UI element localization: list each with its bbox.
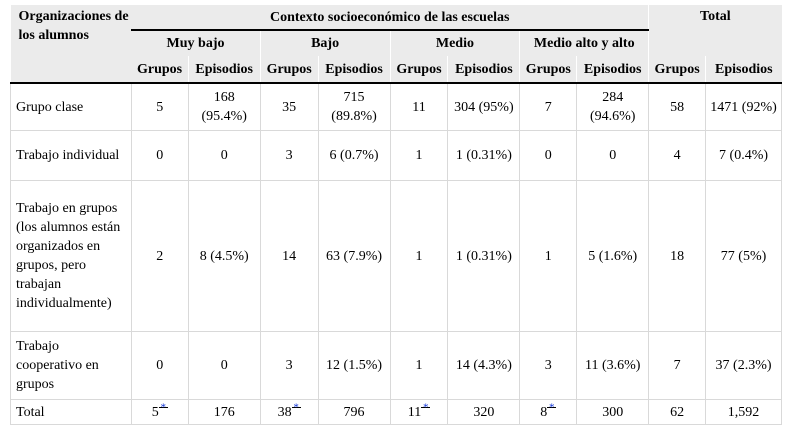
footnote-marker[interactable]: * [421, 401, 431, 412]
episodes-cell: 0 [187, 130, 261, 181]
org-header-spacer [10, 56, 132, 84]
episodes-cell: 1,592 [705, 399, 782, 425]
groups-header: Grupos [390, 56, 449, 84]
groups-cell: 8 * [519, 399, 578, 425]
episodes-cell: 77 (5%) [705, 180, 782, 332]
groups-cell: 0 [519, 130, 578, 181]
context-header: Contexto socioeconómico de las escuelas [131, 5, 650, 31]
episodes-cell: 176 [187, 399, 261, 425]
groups-cell: 0 [130, 130, 189, 181]
org-header-label: Organizaciones de los alumnos [18, 9, 129, 43]
level-header: Bajo [260, 30, 391, 56]
groups-cell: 11 * [389, 399, 449, 425]
groups-cell: 18 [648, 180, 707, 332]
row-label: Trabajo individual [10, 130, 132, 181]
episodes-cell: 0 [576, 130, 650, 181]
groups-header: Grupos [260, 56, 319, 84]
data-table: Organizaciones de los alumnos Contexto s… [10, 5, 782, 425]
groups-cell: 1 [519, 180, 578, 332]
groups-value: 38 [277, 404, 292, 420]
level-header: Medio alto y alto [519, 30, 650, 56]
episodes-cell: 5 (1.6%) [576, 180, 650, 332]
groups-cell: 7 [519, 82, 578, 131]
episodes-header: Episodios [705, 56, 782, 84]
table-row: Trabajo en grupos (los alumnos están org… [10, 180, 782, 332]
row-label: Total [10, 399, 132, 425]
groups-header: Grupos [519, 56, 578, 84]
groups-cell: 4 [648, 130, 707, 181]
footnote-star[interactable]: * [549, 400, 555, 413]
row-label: Trabajo cooperativo en grupos [10, 331, 132, 400]
groups-cell: 38 * [259, 399, 319, 425]
episodes-cell: 14 (4.3%) [447, 331, 521, 400]
groups-value: 5 [151, 404, 159, 420]
groups-cell: 5 [130, 82, 189, 131]
level-header: Muy bajo [131, 30, 261, 56]
episodes-cell: 284 (94.6%) [576, 82, 650, 131]
episodes-cell: 8 (4.5%) [187, 180, 261, 332]
groups-cell: 14 [259, 180, 319, 332]
episodes-cell: 300 [576, 399, 650, 425]
episodes-header: Episodios [576, 56, 650, 84]
total-header-label: Total [700, 9, 731, 24]
episodes-cell: 796 [317, 399, 391, 425]
episodes-cell: 0 [187, 331, 261, 400]
episodes-cell: 11 (3.6%) [576, 331, 650, 400]
groups-cell: 1 [389, 130, 449, 181]
episodes-cell: 1 (0.31%) [447, 180, 521, 332]
episodes-cell: 1 (0.31%) [447, 130, 521, 181]
episodes-cell: 7 (0.4%) [705, 130, 782, 181]
groups-value: 11 [407, 404, 422, 420]
episodes-cell: 37 (2.3%) [705, 331, 782, 400]
episodes-cell: 1471 (92%) [705, 82, 782, 131]
groups-cell: 7 [648, 331, 707, 400]
footnote-marker[interactable]: * [547, 401, 557, 412]
groups-cell: 5 * [130, 399, 189, 425]
episodes-cell: 715 (89.8%) [317, 82, 391, 131]
groups-cell: 2 [130, 180, 189, 332]
level-header: Medio [390, 30, 521, 56]
episodes-cell: 168 (95.4%) [187, 82, 261, 131]
episodes-header: Episodios [318, 56, 391, 84]
episodes-cell: 63 (7.9%) [317, 180, 391, 332]
groups-header: Grupos [131, 56, 189, 84]
table-row: Grupo clase 5 168 (95.4%) 35 715 (89.8%)… [10, 82, 782, 131]
episodes-header: Episodios [447, 56, 521, 84]
row-label: Trabajo en grupos (los alumnos están org… [10, 180, 132, 332]
groups-header: Grupos [648, 56, 707, 84]
episodes-header: Episodios [188, 56, 261, 84]
footnote-star[interactable]: * [293, 400, 299, 413]
org-header: Organizaciones de los alumnos [10, 5, 132, 56]
groups-value: 8 [540, 404, 548, 420]
table-row: Trabajo cooperativo en grupos 0 0 3 12 (… [10, 331, 782, 400]
episodes-cell: 12 (1.5%) [317, 331, 391, 400]
episodes-cell: 6 (0.7%) [317, 130, 391, 181]
groups-cell: 11 [389, 82, 449, 131]
groups-cell: 3 [259, 130, 319, 181]
episodes-cell: 320 [447, 399, 521, 425]
footnote-star[interactable]: * [422, 400, 429, 413]
groups-cell: 3 [259, 331, 319, 400]
groups-cell: 3 [519, 331, 578, 400]
table-row: Trabajo individual 0 0 3 6 (0.7%) 1 1 (0… [10, 130, 782, 181]
groups-cell: 1 [389, 180, 449, 332]
row-label: Grupo clase [10, 82, 132, 131]
groups-cell: 62 [648, 399, 707, 425]
groups-cell: 1 [389, 331, 449, 400]
footnote-star[interactable]: * [160, 400, 167, 413]
groups-cell: 35 [259, 82, 319, 131]
groups-cell: 58 [648, 82, 707, 131]
footnote-marker[interactable]: * [158, 401, 168, 412]
footnote-marker[interactable]: * [291, 401, 301, 412]
total-row: Total 5 * 176 38 * 796 11 * 320 8 * 300 62 1… [10, 399, 782, 425]
groups-cell: 0 [130, 331, 189, 400]
episodes-cell: 304 (95%) [447, 82, 521, 131]
total-header: Total [648, 5, 782, 56]
